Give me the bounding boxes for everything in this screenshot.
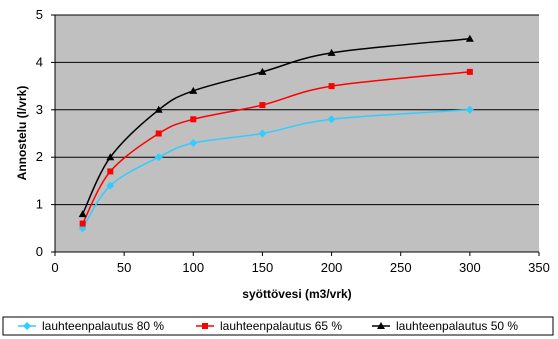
data-point bbox=[327, 115, 336, 124]
y-tick-label: 3 bbox=[36, 102, 43, 117]
legend-item: lauhteenpalautus 50 % bbox=[372, 319, 518, 333]
data-point bbox=[190, 116, 197, 123]
x-tick-label: 350 bbox=[528, 260, 550, 275]
gridlines bbox=[55, 14, 539, 206]
data-point bbox=[259, 102, 266, 109]
data-point bbox=[465, 105, 474, 114]
legend-box bbox=[2, 316, 554, 336]
legend-item: lauhteenpalautus 80 % bbox=[18, 319, 164, 333]
y-tick-label: 0 bbox=[36, 244, 43, 259]
x-ticks: 0 50 100 150 200 250 300 350 bbox=[51, 252, 550, 275]
data-point bbox=[189, 138, 198, 147]
y-tick-label: 5 bbox=[36, 7, 43, 22]
legend-marker bbox=[202, 323, 208, 329]
x-tick-label: 50 bbox=[117, 260, 131, 275]
data-point bbox=[79, 220, 86, 227]
data-point bbox=[154, 153, 163, 162]
legend-item: lauhteenpalautus 65 % bbox=[196, 319, 342, 333]
x-tick-label: 200 bbox=[321, 260, 343, 275]
y-tick-label: 2 bbox=[36, 149, 43, 164]
series-2 bbox=[79, 68, 473, 227]
y-ticks: 0 1 2 3 4 5 bbox=[36, 7, 55, 259]
data-point bbox=[189, 86, 198, 94]
plot-area bbox=[55, 15, 539, 252]
series-group bbox=[78, 34, 474, 233]
x-tick-label: 300 bbox=[459, 260, 481, 275]
y-tick-label: 4 bbox=[36, 54, 43, 69]
data-point bbox=[107, 168, 114, 175]
legend-marker bbox=[23, 322, 31, 330]
data-point bbox=[154, 105, 163, 113]
data-point bbox=[78, 210, 87, 218]
data-point bbox=[328, 83, 335, 90]
data-point bbox=[258, 67, 267, 75]
y-tick-label: 1 bbox=[36, 197, 43, 212]
x-tick-label: 150 bbox=[252, 260, 274, 275]
x-tick-label: 250 bbox=[390, 260, 412, 275]
data-point bbox=[258, 129, 267, 138]
x-tick-label: 0 bbox=[51, 260, 58, 275]
legend: lauhteenpalautus 80 % lauhteenpalautus 65… bbox=[2, 316, 554, 336]
axes bbox=[54, 15, 539, 253]
x-tick-label: 100 bbox=[182, 260, 204, 275]
data-point bbox=[466, 68, 473, 75]
legend-label: lauhteenpalautus 80 % bbox=[42, 319, 164, 333]
legend-label: lauhteenpalautus 65 % bbox=[220, 319, 342, 333]
legend-label: lauhteenpalautus 50 % bbox=[396, 319, 518, 333]
data-point bbox=[106, 181, 115, 190]
series-3 bbox=[78, 34, 474, 218]
data-point bbox=[465, 34, 474, 42]
legend-marker bbox=[377, 322, 385, 329]
data-point bbox=[327, 48, 336, 56]
legend-items: lauhteenpalautus 80 % lauhteenpalautus 65… bbox=[18, 319, 518, 333]
data-point bbox=[106, 153, 115, 161]
x-axis-title: syöttövesi (m3/vrk) bbox=[242, 287, 351, 301]
data-point bbox=[155, 130, 162, 137]
y-axis-title: Annostelu (l/vrk) bbox=[15, 86, 29, 181]
